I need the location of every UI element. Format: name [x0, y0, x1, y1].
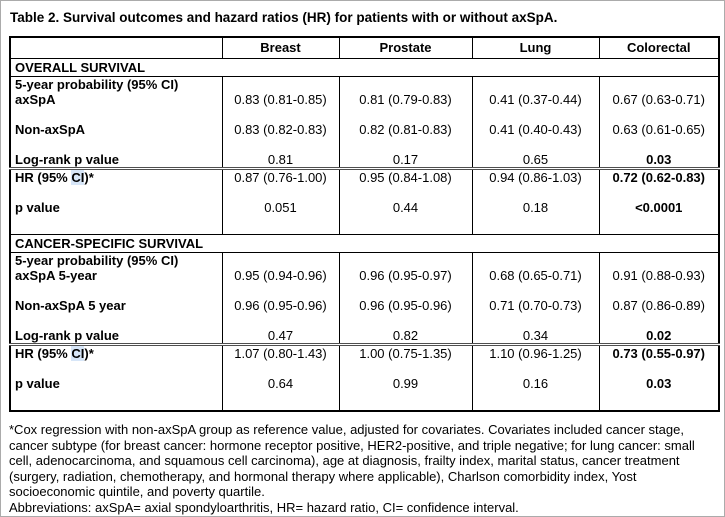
cell-value: 0.68 (0.65-0.71) [471, 268, 600, 283]
row-label: axSpA 5-year [9, 268, 223, 283]
cell-value: 0.95 (0.84-1.08) [338, 166, 473, 185]
table-row: 5-year probability (95% CI) [9, 252, 720, 268]
row-label: HR (95% CI)* [9, 166, 223, 185]
cell-value: 0.94 (0.86-1.03) [471, 166, 600, 185]
spacer-row [9, 361, 720, 376]
cell-value: 0.87 (0.76-1.00) [221, 166, 340, 185]
cell-value: 0.41 (0.37-0.44) [471, 91, 600, 107]
cell-value-significant: 0.02 [598, 328, 720, 345]
table-row: Non-axSpA 0.83 (0.82-0.83) 0.82 (0.81-0.… [9, 121, 720, 137]
cell-value: 0.82 (0.81-0.83) [338, 121, 473, 137]
cell-value: 0.81 [221, 151, 340, 168]
row-label: 5-year probability (95% CI) [9, 76, 223, 92]
cell-value: 0.83 (0.82-0.83) [221, 121, 340, 137]
spacer-row [9, 391, 720, 411]
cell-value: 1.00 (0.75-1.35) [338, 343, 473, 361]
cell-value: 0.65 [471, 151, 600, 168]
spacer-row [9, 283, 720, 298]
table-footnote: *Cox regression with non-axSpA group as … [9, 422, 716, 516]
cell-value: 0.16 [471, 376, 600, 391]
cell-value: 0.051 [221, 199, 340, 215]
row-label: p value [9, 199, 223, 215]
table-row: Log-rank p value 0.81 0.17 0.65 0.03 [9, 151, 720, 168]
cell-value: 0.96 (0.95-0.96) [338, 298, 473, 313]
cell-value-significant: 0.03 [598, 151, 720, 168]
ci-highlight: CI [71, 169, 85, 185]
table-row: axSpA 0.83 (0.81-0.85) 0.81 (0.79-0.83) … [9, 91, 720, 107]
section-overall-survival: OVERALL SURVIVAL [9, 57, 720, 77]
row-label: Log-rank p value [9, 151, 223, 168]
table-row: p value 0.051 0.44 0.18 <0.0001 [9, 199, 720, 215]
cell-value: 0.96 (0.95-0.97) [338, 268, 473, 283]
column-header-lung: Lung [471, 37, 600, 59]
row-label: HR (95% CI)* [9, 343, 223, 361]
table-row: HR (95% CI)* 0.87 (0.76-1.00) 0.95 (0.84… [9, 166, 720, 185]
cell-value: 0.18 [471, 199, 600, 215]
survival-table: Breast Prostate Lung Colorectal OVERALL … [9, 36, 720, 412]
ci-highlight: CI [71, 346, 85, 361]
table-row: Non-axSpA 5 year 0.96 (0.95-0.96) 0.96 (… [9, 298, 720, 313]
cell-value: 0.63 (0.61-0.65) [598, 121, 720, 137]
cell-value: 0.87 (0.86-0.89) [598, 298, 720, 313]
cell-value: 1.07 (0.80-1.43) [221, 343, 340, 361]
spacer-row [9, 106, 720, 122]
cell-value: 0.47 [221, 328, 340, 345]
row-label: 5-year probability (95% CI) [9, 252, 223, 268]
footnote-cox-regression: *Cox regression with non-axSpA group as … [9, 422, 695, 500]
footnote-abbreviations: Abbreviations: axSpA= axial spondyloarth… [9, 499, 519, 515]
cell-value-significant: 0.73 (0.55-0.97) [598, 343, 720, 361]
row-label: p value [9, 376, 223, 391]
section-label: CANCER-SPECIFIC SURVIVAL [9, 234, 720, 253]
table-title: Table 2. Survival outcomes and hazard ra… [10, 10, 558, 25]
row-label: axSpA [9, 91, 223, 107]
cell-value: 0.81 (0.79-0.83) [338, 91, 473, 107]
cell-value: 0.96 (0.95-0.96) [221, 298, 340, 313]
cell-value: 0.82 [338, 328, 473, 345]
spacer-row [9, 184, 720, 200]
column-header-colorectal: Colorectal [598, 37, 720, 59]
cell-value: 0.71 (0.70-0.73) [471, 298, 600, 313]
cell-value: 0.41 (0.40-0.43) [471, 121, 600, 137]
table-row: axSpA 5-year 0.95 (0.94-0.96) 0.96 (0.95… [9, 268, 720, 283]
section-cancer-specific-survival: CANCER-SPECIFIC SURVIVAL [9, 234, 720, 253]
column-header-breast: Breast [221, 37, 340, 59]
table-row: 5-year probability (95% CI) [9, 76, 720, 92]
table-row: p value 0.64 0.99 0.16 0.03 [9, 376, 720, 391]
cell-value: 0.67 (0.63-0.71) [598, 91, 720, 107]
cell-value: 0.91 (0.88-0.93) [598, 268, 720, 283]
row-label: Non-axSpA 5 year [9, 298, 223, 313]
cell-value: 0.17 [338, 151, 473, 168]
cell-value: 0.83 (0.81-0.85) [221, 91, 340, 107]
table-row: Log-rank p value 0.47 0.82 0.34 0.02 [9, 328, 720, 345]
spacer-row [9, 313, 720, 328]
column-header-prostate: Prostate [338, 37, 473, 59]
spellcheck-underline: year [99, 298, 126, 313]
cell-value: 0.99 [338, 376, 473, 391]
section-label: OVERALL SURVIVAL [9, 57, 720, 77]
cell-value-significant: <0.0001 [598, 199, 720, 215]
spacer-row [9, 214, 720, 235]
cell-value-significant: 0.72 (0.62-0.83) [598, 166, 720, 185]
cell-value: 0.95 (0.94-0.96) [221, 268, 340, 283]
row-label: Log-rank p value [9, 328, 223, 345]
table-row: HR (95% CI)* 1.07 (0.80-1.43) 1.00 (0.75… [9, 343, 720, 361]
spacer-row [9, 136, 720, 152]
cell-value: 0.34 [471, 328, 600, 345]
cell-value-significant: 0.03 [598, 376, 720, 391]
table-header-row: Breast Prostate Lung Colorectal [9, 37, 720, 59]
cell-value: 1.10 (0.96-1.25) [471, 343, 600, 361]
row-label: Non-axSpA [9, 121, 223, 137]
cell-value: 0.44 [338, 199, 473, 215]
column-header-empty [9, 37, 223, 59]
cell-value: 0.64 [221, 376, 340, 391]
